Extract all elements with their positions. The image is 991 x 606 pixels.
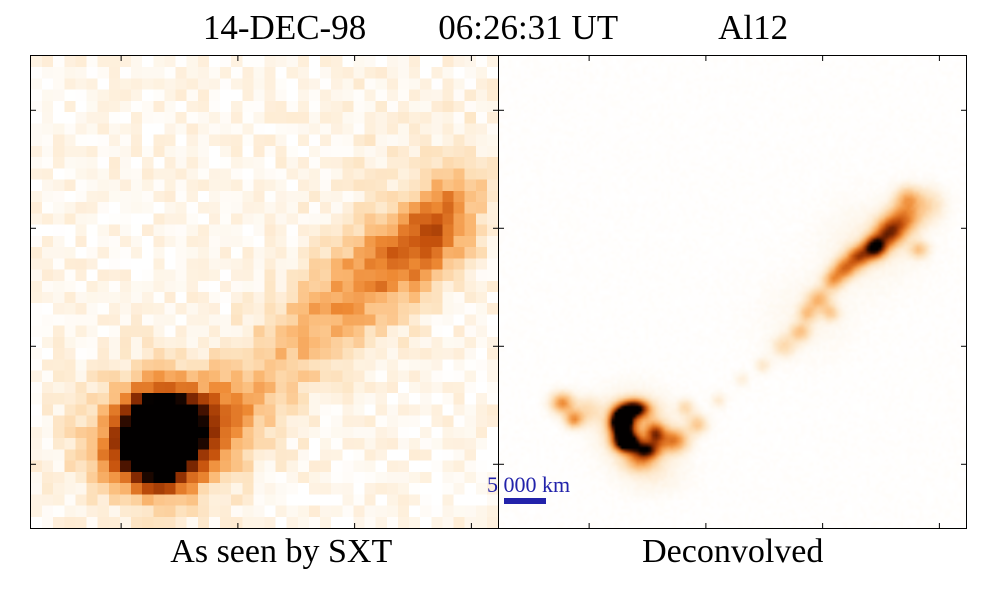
scale-bar: 5 000 km <box>487 472 571 505</box>
panels-row: 5 000 km <box>30 55 967 530</box>
scale-bar-label: 5 000 km <box>487 472 571 498</box>
scale-bar-line <box>504 498 546 505</box>
figure-title: 14-DEC-98 06:26:31 UT Al12 <box>0 0 991 48</box>
captions-row: As seen by SXT Deconvolved <box>30 532 967 573</box>
title-time: 06:26:31 UT <box>438 8 619 47</box>
title-date: 14-DEC-98 <box>202 8 367 47</box>
sxt-image <box>31 56 498 529</box>
caption-sxt: As seen by SXT <box>170 533 393 571</box>
caption-deconvolved: Deconvolved <box>642 533 824 571</box>
deconvolved-image <box>499 56 966 529</box>
title-filter: Al12 <box>718 8 789 47</box>
panel-deconvolved <box>499 56 966 529</box>
panel-sxt <box>31 56 499 529</box>
